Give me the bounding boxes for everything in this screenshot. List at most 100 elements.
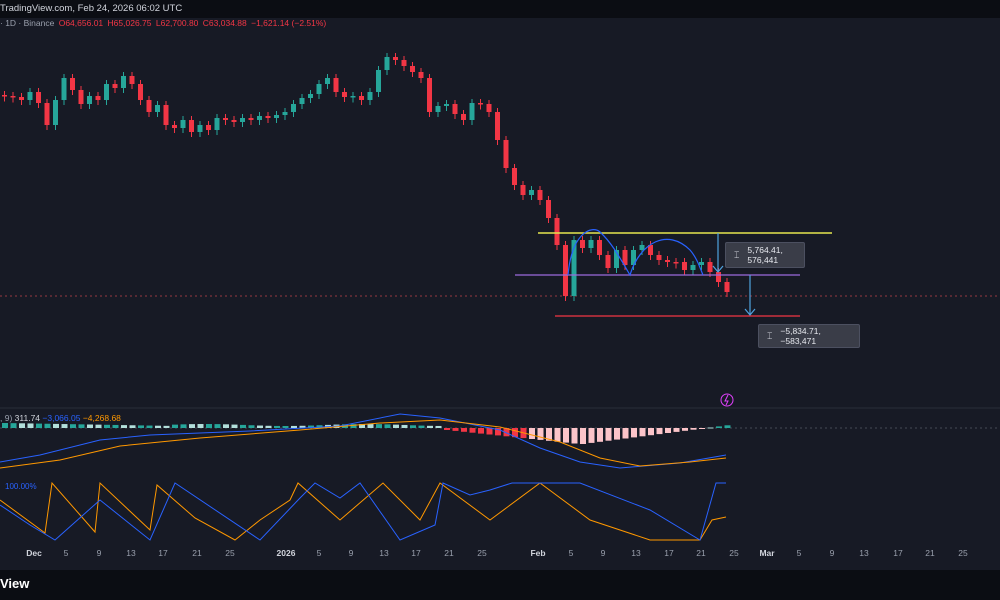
symbol-stats: · 1D · Binance O64,656.01 H65,026.75 L62… (0, 18, 328, 28)
candle-body (359, 96, 364, 100)
macd-bar (223, 424, 229, 428)
macd-bar (138, 425, 144, 428)
candle-body (546, 200, 551, 218)
macd-bar (529, 428, 535, 439)
candle-body (520, 185, 526, 195)
candle-body (350, 96, 356, 98)
arrow-head-icon (744, 308, 756, 316)
macd-bar (512, 428, 518, 438)
candle-body (571, 240, 577, 296)
signal-line (0, 419, 727, 469)
candle-body (308, 94, 313, 98)
candle-body (707, 262, 713, 272)
candle-body (95, 96, 101, 100)
candle-body (19, 97, 24, 100)
macd-bar (503, 428, 510, 437)
measure-icon: ⌶ (767, 330, 773, 341)
low-value: L62,700.80 (155, 18, 199, 28)
macd-bar (27, 423, 34, 428)
candle-body (291, 104, 296, 112)
axis-tick-label: Mar (759, 548, 775, 558)
macd-bar (70, 424, 76, 428)
axis-tick-label: 25 (477, 548, 487, 558)
macd-bar (648, 428, 654, 436)
candle-body (121, 76, 126, 88)
axis-tick-label: 5 (63, 548, 69, 558)
candle-body (512, 168, 517, 185)
axis-tick-label: 17 (158, 548, 168, 558)
macd-bar (478, 428, 484, 434)
candle-body (469, 103, 475, 120)
macd-bar (622, 428, 629, 439)
macd-bar (36, 423, 42, 428)
candle-body (180, 120, 186, 128)
axis-tick-label: 9 (600, 548, 606, 558)
macd-params: , 9) (0, 413, 13, 423)
candle-body (274, 115, 279, 118)
candle-body (87, 96, 92, 104)
source-label: TradingView.com, Feb 24, 2026 06:02 UTC (0, 3, 183, 14)
lightning-icon[interactable] (720, 393, 734, 407)
candle-body (53, 100, 58, 125)
candle-body (129, 76, 135, 84)
macd-bar (274, 425, 280, 428)
macd-bar (673, 428, 680, 432)
measure-up-box[interactable]: ⌶ 5,764.41, 576,441 (725, 242, 805, 268)
macd-bar (172, 424, 178, 428)
axis-tick-label: 5 (568, 548, 574, 558)
candle-body (631, 250, 636, 265)
macd-bar (682, 428, 688, 431)
macd-bar (197, 424, 204, 428)
candle-body (418, 72, 424, 78)
candle-body (716, 272, 721, 282)
candle-body (724, 282, 730, 292)
macd-bar (10, 423, 17, 428)
macd-bar (53, 423, 59, 428)
measure-down-box[interactable]: ⌶ −5,834.71, −583,471 (758, 324, 860, 348)
double-top-curve[interactable] (567, 229, 704, 277)
macd-bar (605, 428, 612, 441)
candle-body (61, 78, 67, 100)
signal-line-value: −4,268.68 (82, 413, 121, 423)
macd-bar (614, 428, 620, 440)
macd-bar (435, 425, 442, 428)
macd-bar (546, 428, 552, 441)
candle-body (580, 240, 585, 248)
candle-body (384, 57, 390, 70)
candle-body (401, 60, 407, 66)
candle-body (257, 116, 262, 120)
axis-tick-label: 13 (631, 548, 641, 558)
candle-body (537, 190, 543, 200)
high-value: H65,026.75 (107, 18, 152, 28)
time-axis[interactable]: Dec 5 9 13 17 21 25 2026 5 9 13 17 21 25 Feb 5 9 13 17 21 25… (0, 540, 1000, 570)
candle-body (265, 116, 271, 118)
candle-body (503, 140, 509, 168)
macd-line-value: −3,066.05 (42, 413, 81, 423)
stoch-k-line (0, 481, 727, 541)
candle-body (248, 118, 254, 120)
candle-body (376, 70, 381, 92)
macd-bar (656, 428, 663, 435)
candle-body (614, 250, 619, 268)
macd-bar (631, 428, 637, 438)
stoch-d-line (0, 482, 726, 541)
candle-body (240, 118, 245, 122)
candle-body (648, 245, 653, 255)
candle-body (673, 262, 679, 264)
macd-bar (121, 425, 127, 428)
candle-body (478, 103, 483, 105)
macd-bar (19, 423, 25, 428)
candle-body (78, 90, 84, 104)
macd-bar (563, 428, 569, 443)
axis-tick-label: 21 (696, 548, 706, 558)
macd-bar (410, 425, 416, 428)
measure-icon: ⌶ (734, 249, 740, 260)
macd-line (0, 413, 727, 469)
axis-tick-label: 25 (729, 548, 739, 558)
candle-body (163, 105, 169, 125)
axis-tick-label: 5 (316, 548, 322, 558)
candle-body (325, 78, 330, 84)
macd-bar (724, 425, 731, 428)
arrow-head-icon (712, 265, 724, 273)
